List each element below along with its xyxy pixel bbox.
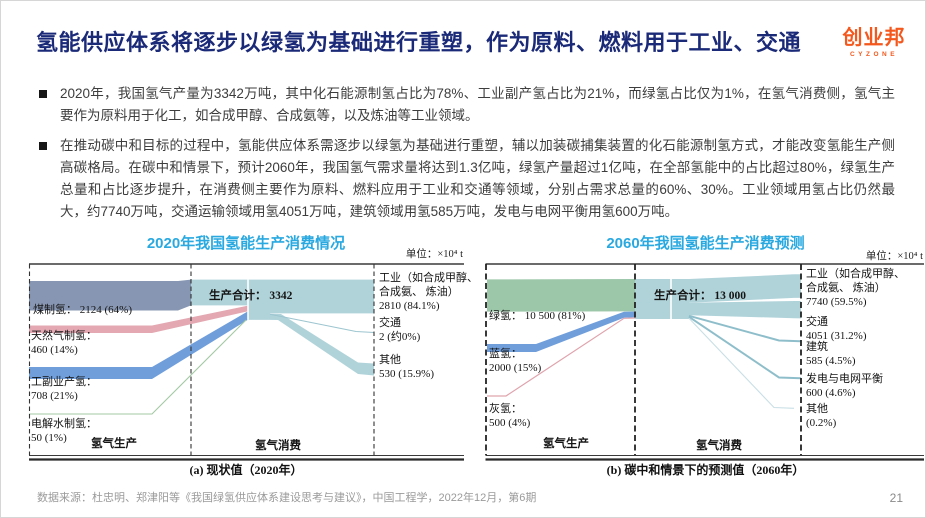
bullet-square-icon: [39, 141, 47, 150]
label-building-2060: 建筑 585 (4.5%): [806, 340, 856, 368]
page-number: 21: [889, 491, 903, 505]
flow-byproduct: [29, 311, 248, 379]
label-line: 建筑: [806, 341, 828, 353]
caption-2020: (a) 现状值（2020年）: [189, 463, 303, 477]
chart-2020-title: 2020年我国氢能生产消费情况: [146, 235, 346, 252]
column-production-2060: 氢气生产: [543, 438, 589, 450]
label-line: 其他: [379, 354, 401, 366]
label-line: 4051 (31.2%): [806, 330, 867, 342]
label-other-2060: 其他 (0.2%): [806, 402, 836, 430]
caption-2060: (b) 碳中和情景下的预测值（2060年）: [606, 463, 805, 477]
column-production-2020: 氢气生产: [91, 438, 137, 450]
label-line: 7740 (59.5%): [806, 296, 867, 308]
flow-natural-gas: [29, 305, 248, 333]
label-natural-gas: 天然气制氢： 460 (14%): [31, 329, 97, 357]
label-grey-h2: 灰氢： 500 (4%): [489, 402, 530, 430]
label-line: 2810 (84.1%): [379, 300, 440, 312]
label-total-2060: 生产合计： 13 000: [654, 290, 746, 302]
bullet-square-icon: [39, 90, 47, 98]
label-line: 其他: [806, 403, 828, 415]
label-power-grid-2060: 发电与电网平衡 600 (4.6%): [806, 372, 883, 400]
label-line: 530 (15.9%): [379, 368, 434, 380]
flow-coal: [29, 279, 191, 311]
sankey-2060: 绿氢： 10 500 (81%) 蓝氢： 2000 (15%) 灰氢： 500 …: [484, 259, 926, 477]
bullet-text-1: 2020年，我国氢气产量为3342万吨，其中化石能源制氢占比为78%、工业副产氢…: [60, 86, 895, 124]
node-total: [635, 279, 689, 319]
label-byproduct: 工副业产氢： 708 (21%): [31, 375, 97, 403]
label-line: 发电与电网平衡: [806, 373, 883, 385]
label-line: 工副业产氢：: [31, 376, 97, 388]
flow-green-h2: [487, 279, 635, 312]
flow-electrolysis: [29, 319, 247, 415]
logo-subtext: CYZONE: [849, 51, 899, 58]
chart-2060-title: 2060年我国氢能生产消费预测: [606, 235, 805, 252]
label-line: 交通: [379, 317, 401, 329]
sankey-2060-canvas: [485, 263, 924, 461]
flow-transport: [269, 313, 375, 333]
flow-grey-h2: [487, 317, 636, 397]
flow-other: [270, 313, 374, 376]
label-transport-2060: 交通 4051 (31.2%): [806, 315, 867, 343]
flow-transport: [689, 301, 801, 319]
bullet-item-1: 2020年，我国氢气产量为3342万吨，其中化石能源制氢占比为78%、工业副产氢…: [37, 83, 895, 128]
label-line: 工业（如合成甲醇、: [806, 268, 905, 280]
sankey-2020: 煤制氢： 2124 (64%) 天然气制氢： 460 (14%) 工副业产氢： …: [26, 259, 478, 477]
logo-text: 创业邦: [842, 27, 906, 49]
flow-blue-h2: [487, 311, 635, 352]
sankey-2020-canvas: [28, 263, 464, 461]
label-line: 合成氨、 炼油）: [806, 282, 886, 294]
label-line: 500 (4%): [489, 417, 531, 429]
flow-total-industry: [191, 279, 374, 320]
unit-label-2020: 单位：×10⁴ t: [405, 249, 463, 260]
label-line: 灰氢：: [489, 403, 522, 415]
bullet-text-2: 在推动碳中和目标的过程中，氢能供应体系需逐步以绿氢为基础进行重塑，辅以加装碳捕集…: [60, 137, 895, 220]
flow-building: [688, 314, 802, 343]
label-industry-2060: 工业（如合成甲醇、 合成氨、 炼油） 7740 (59.5%): [806, 267, 905, 309]
flow-power-grid: [688, 315, 802, 380]
column-consumption-2020: 氢气消费: [255, 440, 301, 452]
label-blue-h2: 蓝氢： 2000 (15%): [489, 347, 541, 375]
label-line: 蓝氢：: [489, 348, 522, 360]
label-total-2020: 生产合计： 3342: [209, 290, 293, 302]
label-line: 600 (4.6%): [806, 387, 856, 399]
label-line: (0.2%): [806, 417, 837, 429]
label-line: 460 (14%): [31, 344, 78, 356]
column-consumption-2060: 氢气消费: [696, 440, 742, 452]
label-other-2020: 其他 530 (15.9%): [379, 353, 434, 381]
cyzone-logo: 创业邦 CYZONE: [836, 21, 912, 58]
unit-label-2060: 单位：×10⁴ t: [865, 251, 923, 262]
label-line: 2 (约0%): [379, 331, 421, 343]
bullet-item-2: 在推动碳中和目标的过程中，氢能供应体系需逐步以绿氢为基础进行重塑，辅以加装碳捕集…: [37, 135, 895, 224]
bullet-list: 2020年，我国氢气产量为3342万吨，其中化石能源制氢占比为78%、工业副产氢…: [37, 83, 895, 231]
label-electrolysis: 电解水制氢： 50 (1%): [31, 417, 97, 445]
label-coal: 煤制氢： 2124 (64%): [33, 304, 132, 316]
data-source-note: 数据来源：杜忠明、郑津阳等《我国绿氢供应体系建设思考与建议》，中国工程学，202…: [37, 492, 537, 504]
label-line: 708 (21%): [31, 390, 78, 402]
flow-other: [688, 317, 795, 409]
label-line: 工业（如合成甲醇、: [379, 272, 478, 284]
label-line: 交通: [806, 316, 828, 328]
label-line: 585 (4.5%): [806, 355, 856, 367]
label-line: 2000 (15%): [489, 362, 542, 374]
label-transport-2020: 交通 2 (约0%): [379, 316, 420, 344]
label-green-h2: 绿氢： 10 500 (81%): [489, 310, 586, 322]
label-line: 天然气制氢：: [31, 330, 97, 342]
label-line: 电解水制氢：: [31, 418, 97, 430]
label-industry-2020: 工业（如合成甲醇、 合成氨、 炼油） 2810 (84.1%): [379, 271, 478, 313]
flow-industry: [689, 274, 801, 303]
page-title: 氢能供应体系将逐步以绿氢为基础进行重塑，作为原料、燃料用于工业、交通: [36, 30, 802, 55]
label-line: 50 (1%): [31, 432, 67, 444]
label-line: 合成氨、 炼油）: [379, 286, 459, 298]
